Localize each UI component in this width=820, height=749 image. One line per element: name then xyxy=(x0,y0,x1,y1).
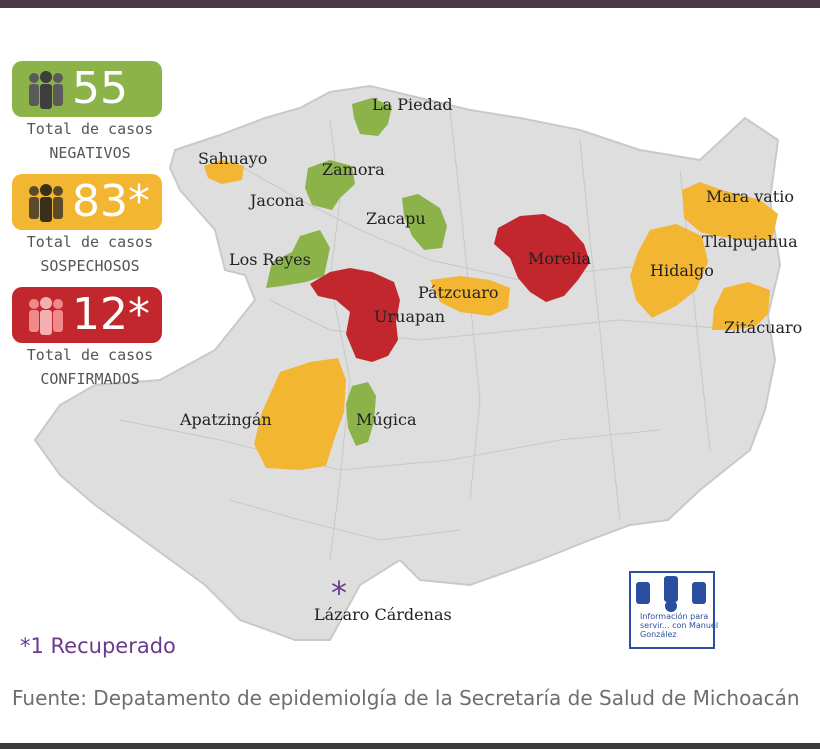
people-icon xyxy=(29,71,63,109)
label-maravatio: Mara vatio xyxy=(706,187,794,206)
label-morelia: Morelia xyxy=(528,249,591,268)
confirmados-caption-line2: CONFIRMADOS xyxy=(40,370,140,388)
sospechosos-count: 83* xyxy=(72,176,150,227)
label-apatzingan: Apatzingán xyxy=(179,410,272,429)
sospechosos-caption: Total de casos SOSPECHOSOS xyxy=(6,230,174,278)
recovered-marker: * xyxy=(331,574,347,612)
bottom-border xyxy=(0,743,820,749)
region-morelia xyxy=(494,214,590,302)
sospechosos-caption-line1: Total de casos xyxy=(26,233,154,251)
people-icon xyxy=(29,297,63,335)
sospechosos-badge: 83* xyxy=(12,174,162,230)
label-la-piedad: La Piedad xyxy=(372,95,453,114)
label-sahuayo: Sahuayo xyxy=(198,149,267,168)
region-zamora xyxy=(305,160,355,210)
label-lazaro-cardenas: Lázaro Cárdenas xyxy=(314,605,452,624)
negativos-caption: Total de casos NEGATIVOS xyxy=(6,117,174,165)
label-hidalgo: Hidalgo xyxy=(650,261,714,280)
region-la-piedad xyxy=(352,98,392,136)
label-patzcuaro: Pátzcuaro xyxy=(418,283,499,302)
negativos-caption-line1: Total de casos xyxy=(26,120,154,138)
region-mugica xyxy=(346,382,376,446)
watermark-logo xyxy=(629,571,715,649)
region-los-reyes xyxy=(266,230,330,288)
region-sahuayo xyxy=(204,160,244,184)
source-credit: Fuente: Depatamento de epidemiolgía de l… xyxy=(12,686,800,710)
label-los-reyes: Los Reyes xyxy=(229,250,311,269)
label-zitacuaro: Zitácuaro xyxy=(724,318,802,337)
region-zitacuaro xyxy=(712,282,770,330)
negativos-badge: 55 xyxy=(12,61,162,117)
region-hidalgo xyxy=(630,224,708,318)
region-uruapan xyxy=(310,268,400,362)
confirmados-caption: Total de casos CONFIRMADOS xyxy=(6,343,174,391)
label-mugica: Múgica xyxy=(356,410,417,429)
negativos-caption-line2: NEGATIVOS xyxy=(49,144,131,162)
label-jacona: Jacona xyxy=(248,191,305,210)
region-zacapu xyxy=(402,194,447,250)
sospechosos-caption-line2: SOSPECHOSOS xyxy=(40,257,140,275)
confirmados-count: 12* xyxy=(72,289,150,340)
region-maravatio-tlalpujahua xyxy=(682,182,778,240)
label-zamora: Zamora xyxy=(322,160,385,179)
confirmados-caption-line1: Total de casos xyxy=(26,346,154,364)
people-icon xyxy=(29,184,63,222)
negativos-count: 55 xyxy=(72,63,128,114)
label-zacapu: Zacapu xyxy=(366,209,426,228)
state-outline xyxy=(33,84,782,641)
confirmados-badge: 12* xyxy=(12,287,162,343)
region-patzcuaro xyxy=(430,276,510,316)
recovered-footnote: *1 Recuperado xyxy=(20,634,176,658)
label-tlalpujahua: Tlalpujahua xyxy=(702,232,798,251)
region-apatzingan xyxy=(254,358,346,470)
top-border xyxy=(0,0,820,8)
watermark-text: Información para servir... con Manuel Go… xyxy=(640,612,719,639)
label-uruapan: Uruapan xyxy=(374,307,445,326)
